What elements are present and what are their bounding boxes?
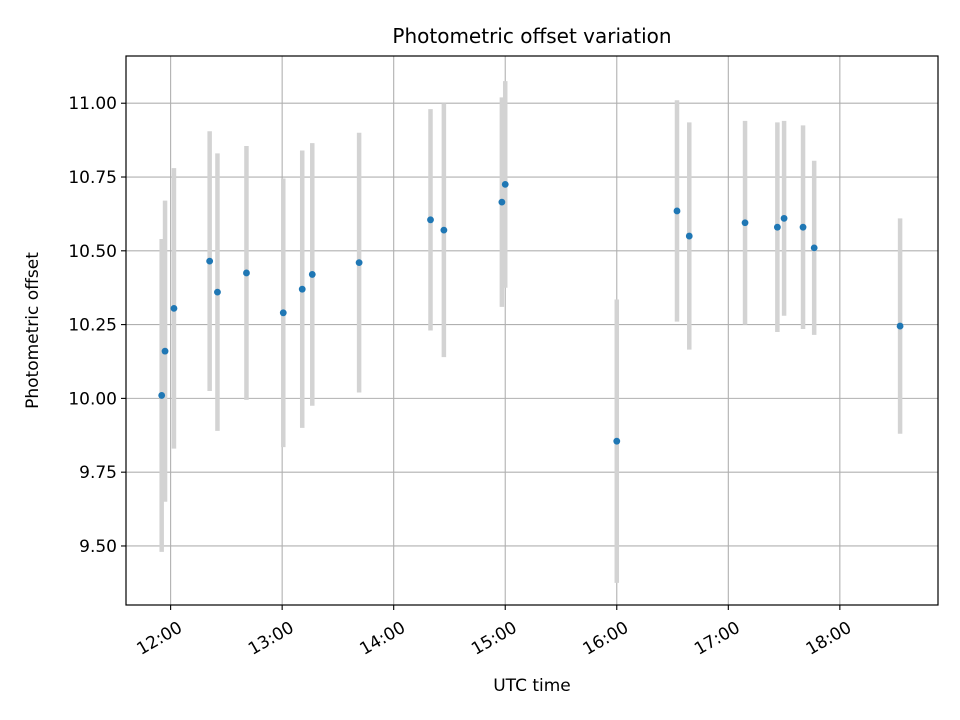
data-point bbox=[896, 322, 904, 330]
x-axis-label: UTC time bbox=[493, 676, 571, 696]
data-point bbox=[685, 232, 693, 240]
data-point bbox=[170, 304, 178, 312]
y-tick-label: 10.00 bbox=[68, 389, 117, 409]
x-tick-label: 14:00 bbox=[357, 618, 409, 660]
data-point bbox=[440, 226, 448, 234]
y-axis-ticks: 9.50 9.75 10.00 10.25 10.50 10.75 11.00 bbox=[68, 94, 126, 557]
data-point bbox=[501, 180, 509, 188]
data-point bbox=[673, 207, 681, 215]
x-tick-label: 17:00 bbox=[691, 618, 743, 660]
y-tick-label: 9.50 bbox=[79, 537, 117, 557]
data-point bbox=[161, 347, 169, 355]
data-point bbox=[279, 309, 287, 317]
plot-frame bbox=[125, 55, 939, 606]
x-tick-label: 16:00 bbox=[580, 618, 632, 660]
data-point bbox=[810, 244, 818, 252]
error-bars bbox=[159, 81, 903, 583]
data-point bbox=[498, 198, 506, 206]
y-tick-label: 11.00 bbox=[68, 94, 117, 114]
x-axis-ticks: 12:00 13:00 14:00 15:00 16:00 17:00 18:00 bbox=[133, 605, 855, 660]
data-point bbox=[206, 257, 214, 265]
x-tick-label: 18:00 bbox=[803, 618, 855, 660]
y-axis-label: Photometric offset bbox=[23, 252, 43, 409]
y-tick-label: 9.75 bbox=[79, 463, 117, 483]
data-point bbox=[799, 223, 807, 231]
data-points bbox=[158, 180, 904, 445]
data-point bbox=[427, 216, 434, 224]
data-point bbox=[613, 437, 621, 445]
data-point bbox=[308, 271, 316, 278]
chart-title: Photometric offset variation bbox=[392, 24, 671, 48]
data-point bbox=[298, 285, 306, 293]
data-point bbox=[214, 288, 221, 296]
data-point bbox=[773, 223, 781, 231]
x-tick-label: 12:00 bbox=[133, 618, 185, 660]
y-tick-label: 10.25 bbox=[68, 316, 117, 336]
data-point bbox=[158, 392, 166, 399]
data-point bbox=[355, 259, 363, 267]
data-point bbox=[243, 269, 250, 277]
y-tick-label: 10.50 bbox=[68, 242, 117, 262]
data-point bbox=[780, 214, 788, 222]
x-tick-label: 15:00 bbox=[468, 618, 520, 660]
x-tick-label: 13:00 bbox=[245, 618, 297, 660]
y-tick-label: 10.75 bbox=[68, 168, 117, 188]
data-point bbox=[741, 219, 749, 227]
